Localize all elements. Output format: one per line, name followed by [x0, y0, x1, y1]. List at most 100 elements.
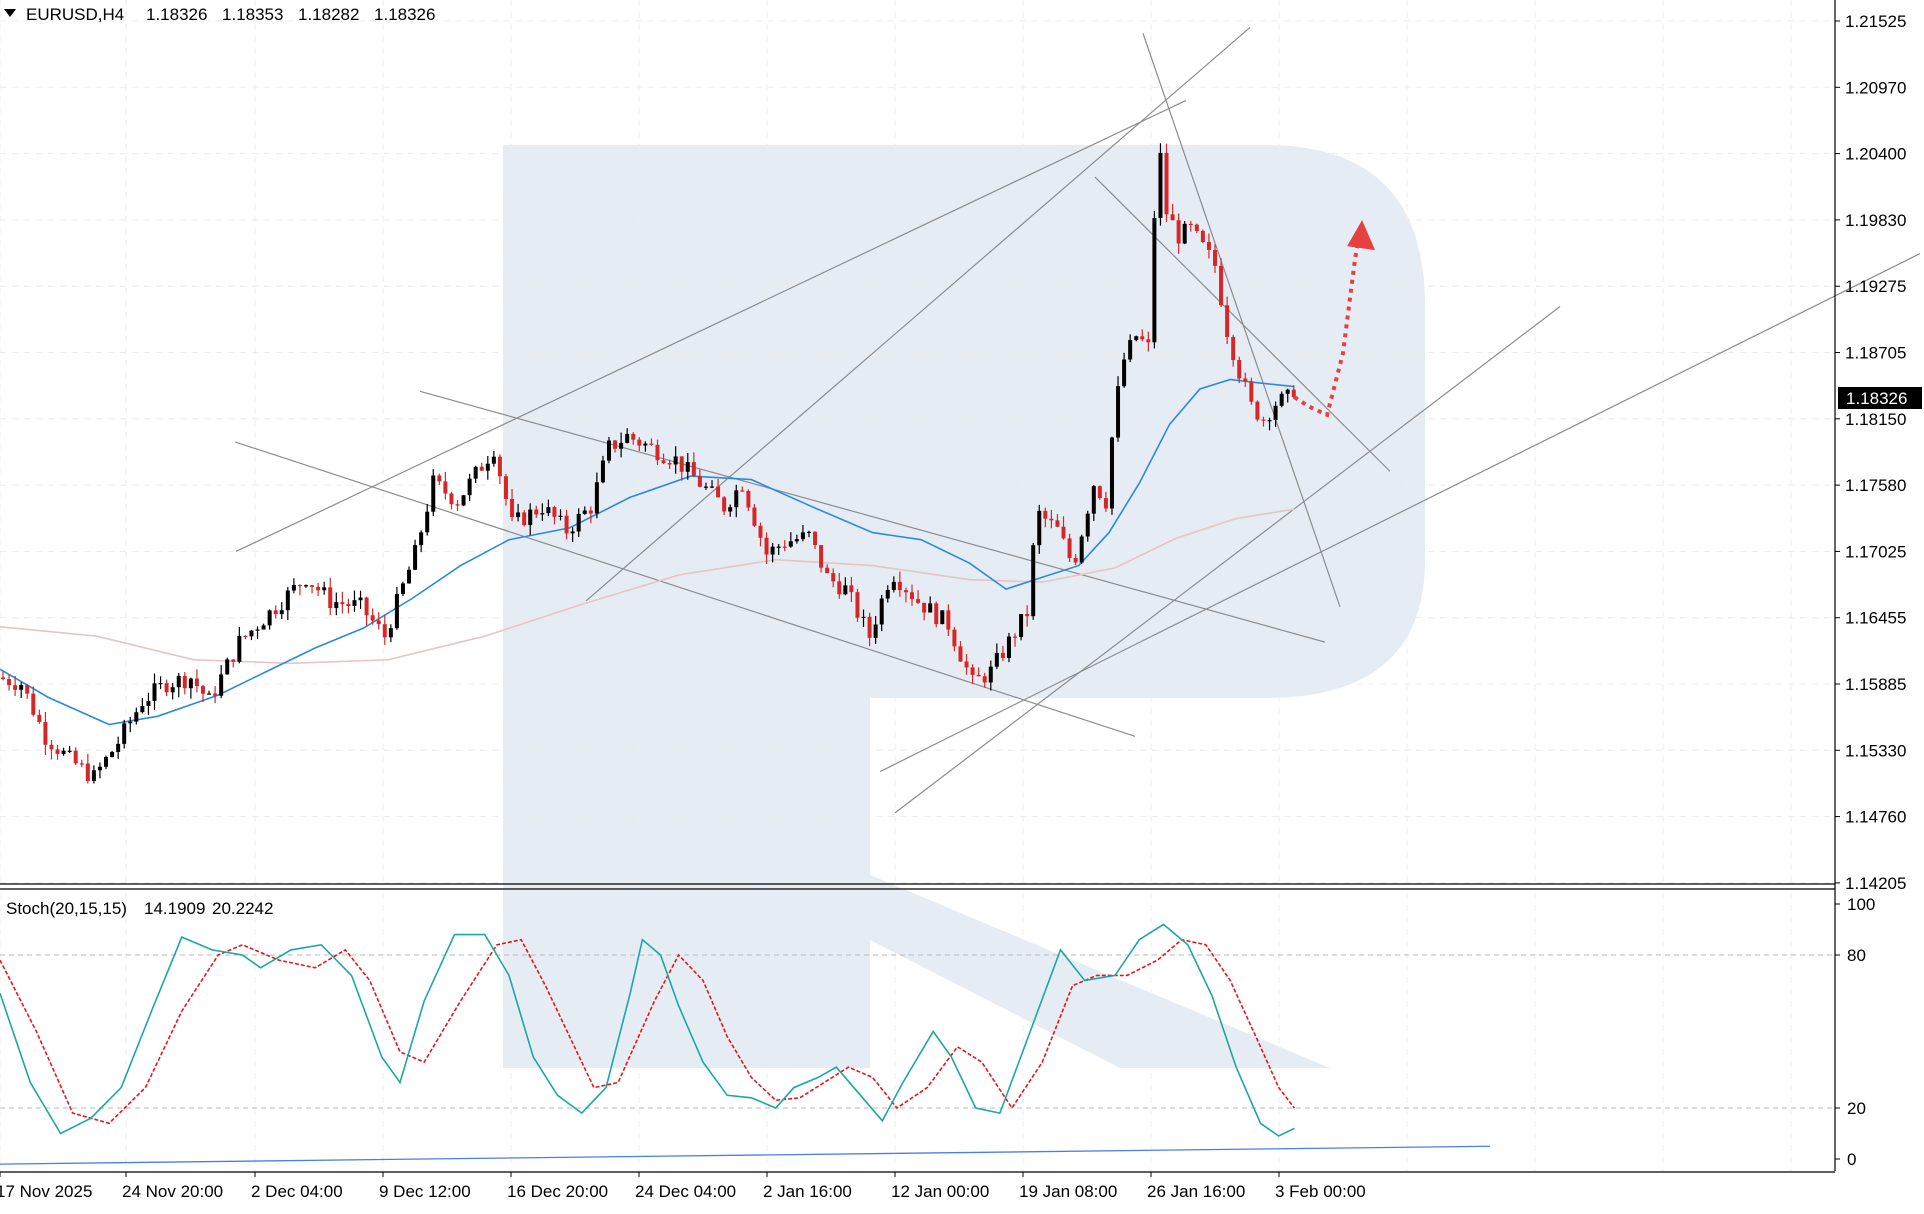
y-tick-label: 1.15330 [1845, 741, 1906, 760]
candle-body [825, 567, 830, 574]
candle-body [382, 624, 387, 638]
x-tick-label: 2 Dec 04:00 [251, 1182, 343, 1201]
candle-body [782, 546, 787, 548]
candle-body [1079, 536, 1084, 563]
candle-body [67, 750, 72, 752]
trendline[interactable] [1142, 33, 1341, 607]
trendlines [234, 27, 1921, 814]
candle-body [528, 509, 533, 526]
candle-body [164, 683, 169, 693]
candle-body [491, 456, 496, 464]
candle-body [1273, 405, 1278, 421]
candle-body [1188, 223, 1193, 226]
indicator-label: Stoch(20,15,15) [6, 899, 127, 918]
candle-body [1097, 486, 1102, 499]
candle-body [31, 693, 36, 715]
candle-body [770, 546, 775, 555]
candle-body [1049, 518, 1054, 521]
candle-body [170, 687, 175, 693]
candle-body [407, 569, 412, 584]
candle-body [1000, 652, 1005, 659]
trendline[interactable] [585, 27, 1251, 602]
candle-body [510, 499, 515, 518]
candle-body [734, 490, 739, 508]
candle-body [940, 610, 945, 625]
candle-body [619, 442, 624, 449]
candle-body [697, 475, 702, 487]
candle-body [855, 592, 860, 618]
candle-body [431, 475, 436, 512]
candle-body [819, 545, 824, 568]
grid [0, 0, 1835, 1171]
candle-body [134, 712, 139, 722]
candle-body [740, 490, 745, 492]
axes: 1.21525 1.20970 1.20400 1.19830 1.19275 1.187… [0, 12, 1906, 1201]
candle-body [158, 683, 163, 685]
y-tick-label: 1.17025 [1845, 542, 1906, 561]
candle-body [285, 590, 290, 611]
indicator-header: Stoch(20,15,15) 14.1909 20.2242 [6, 899, 273, 918]
candle-body [1206, 242, 1211, 250]
candle-body [261, 625, 266, 630]
y-tick-label: 1.19275 [1845, 277, 1906, 296]
candle-body [1019, 614, 1024, 638]
ohlc-open: 1.18326 [146, 5, 207, 24]
candle-body [752, 507, 757, 526]
candle-body [1109, 437, 1114, 509]
candle-body [673, 456, 678, 465]
indicator-trendline[interactable] [0, 1145, 1491, 1165]
trendline[interactable] [894, 306, 1561, 814]
candle-body [540, 513, 545, 515]
candle-body [764, 537, 769, 555]
y-tick-label: 1.17580 [1845, 476, 1906, 495]
candle-body [891, 581, 896, 590]
trendline[interactable] [235, 99, 1187, 552]
y-tick-label: 1.18705 [1845, 344, 1906, 363]
x-tick-label: 2 Jan 16:00 [763, 1182, 852, 1201]
candle-body [885, 589, 890, 599]
candle-body [613, 440, 618, 449]
candle-body [679, 456, 684, 472]
candle-body [1243, 378, 1248, 382]
candle-body [322, 587, 327, 591]
candle-body [552, 507, 557, 517]
candle-body [867, 616, 872, 638]
candle-body [594, 482, 599, 514]
candle-body [116, 743, 121, 752]
candle-body [873, 624, 878, 638]
candle-body [273, 610, 278, 615]
candle-body [1073, 558, 1078, 563]
candle-body [1037, 510, 1042, 546]
ohlc-close: 1.18326 [374, 5, 435, 24]
candle-body [728, 507, 733, 512]
x-tick-label: 12 Jan 00:00 [891, 1182, 989, 1201]
candle-body [588, 510, 593, 514]
candle-body [370, 615, 375, 621]
candle-body [691, 462, 696, 476]
candle-body [443, 481, 448, 494]
ohlc-low: 1.18282 [298, 5, 359, 24]
candle-body [710, 486, 715, 488]
ohlc-high: 1.18353 [222, 5, 283, 24]
stoch-main-line [0, 923, 1295, 1137]
candle-body [794, 539, 799, 542]
candle-body [1134, 336, 1139, 341]
candle-body [79, 763, 84, 765]
stoch-tick-label: 100 [1847, 895, 1875, 914]
candle-body [122, 723, 127, 744]
candle-body [1152, 218, 1157, 343]
collapse-triangle-icon[interactable] [4, 9, 16, 17]
candle-body [903, 590, 908, 593]
chart-header: EURUSD,H4 1.18326 1.18353 1.18282 1.1832… [4, 5, 435, 24]
candle-body [806, 531, 811, 534]
candle-body [243, 635, 248, 638]
candle-body [316, 586, 321, 591]
stoch-tick-label: 80 [1847, 946, 1866, 965]
y-tick-label: 1.20970 [1845, 78, 1906, 97]
candle-body [73, 750, 78, 764]
candle-body [334, 602, 339, 609]
candle-body [455, 504, 460, 506]
y-tick-label: 1.19830 [1845, 211, 1906, 230]
trendline[interactable] [879, 253, 1921, 773]
